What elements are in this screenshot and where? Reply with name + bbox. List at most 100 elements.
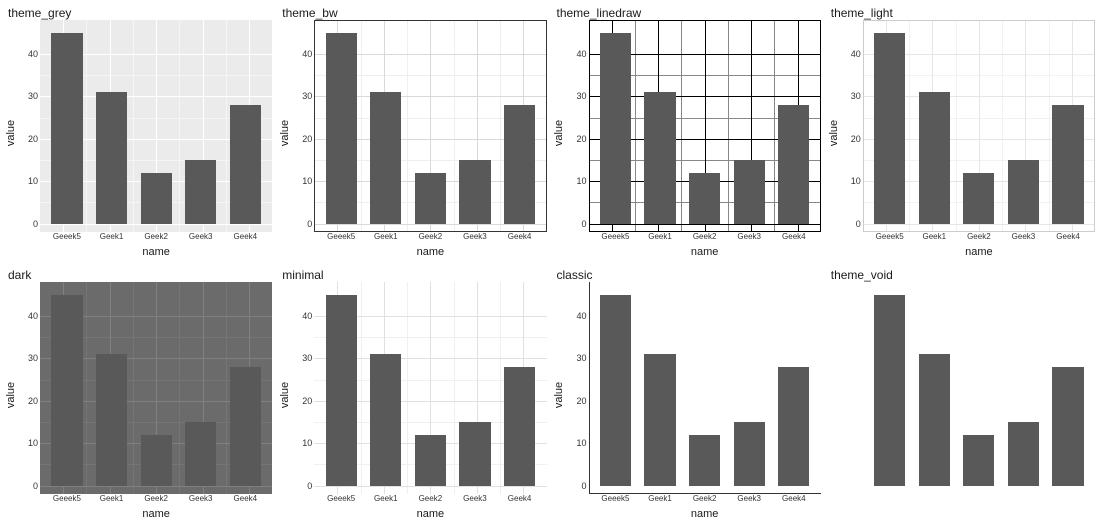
panel-area xyxy=(314,20,546,232)
ylabel-col: value xyxy=(4,282,18,508)
ytick: 20 xyxy=(576,396,586,406)
xtick: Geek1 xyxy=(94,232,130,246)
bar xyxy=(874,295,905,486)
ylabel-col: value xyxy=(4,20,18,246)
panel-title: classic xyxy=(553,266,821,282)
ytick: 20 xyxy=(28,396,38,406)
ytick: 30 xyxy=(28,353,38,363)
bar xyxy=(963,173,994,224)
facet-grid: theme_greyvalue010203040Geeek5Geek1Geek2… xyxy=(4,4,1095,522)
plot-wrap: value010203040Geeek5Geek1Geek2Geek3Geek4 xyxy=(827,20,1095,246)
bar xyxy=(734,160,765,224)
ytick: 0 xyxy=(33,481,38,491)
panel-1: theme_bwvalue010203040Geeek5Geek1Geek2Ge… xyxy=(278,4,546,260)
xtick: Geeek5 xyxy=(323,232,359,246)
bar xyxy=(600,33,631,224)
xtick-row: Geeek5Geek1Geek2Geek3Geek4 xyxy=(863,232,1095,246)
bar xyxy=(141,173,172,224)
ytick: 20 xyxy=(851,134,861,144)
bars xyxy=(314,282,546,486)
x-axis-label: name xyxy=(4,508,272,522)
xtick: Geek3 xyxy=(1006,232,1042,246)
xtick: Geek2 xyxy=(413,494,449,508)
panel-0: theme_greyvalue010203040Geeek5Geek1Geek2… xyxy=(4,4,272,260)
bar xyxy=(644,354,675,485)
panel-title: minimal xyxy=(278,266,546,282)
xtick: Geeek5 xyxy=(323,494,359,508)
xtick-row: Geeek5Geek1Geek2Geek3Geek4 xyxy=(314,494,546,508)
panel-col: Geeek5Geek1Geek2Geek3Geek4 xyxy=(40,20,272,246)
bar xyxy=(141,435,172,486)
panel-col: Geeek5Geek1Geek2Geek3Geek4 xyxy=(863,20,1095,246)
plot-wrap xyxy=(827,282,1095,508)
panel-col: Geeek5Geek1Geek2Geek3Geek4 xyxy=(314,282,546,508)
axis-line-left xyxy=(589,282,590,494)
bar xyxy=(96,92,127,223)
ytick-col: 010203040 xyxy=(18,20,40,246)
bar xyxy=(326,33,357,224)
xtick: Geek1 xyxy=(642,232,678,246)
bar xyxy=(96,354,127,485)
bar xyxy=(51,295,82,486)
ytick: 0 xyxy=(581,481,586,491)
xtick: Geek3 xyxy=(457,494,493,508)
xtick: Geek4 xyxy=(1050,232,1086,246)
panel-3: theme_lightvalue010203040Geeek5Geek1Geek… xyxy=(827,4,1095,260)
ytick: 30 xyxy=(28,91,38,101)
xtick: Geek3 xyxy=(183,232,219,246)
ytick: 30 xyxy=(302,91,312,101)
ytick: 30 xyxy=(302,353,312,363)
xtick: Geek4 xyxy=(502,232,538,246)
bars xyxy=(589,20,821,224)
xtick: Geeek5 xyxy=(49,232,85,246)
ytick-col: 010203040 xyxy=(841,20,863,246)
panel-col: Geeek5Geek1Geek2Geek3Geek4 xyxy=(40,282,272,508)
plot-wrap: value010203040Geeek5Geek1Geek2Geek3Geek4 xyxy=(553,20,821,246)
ytick: 10 xyxy=(576,176,586,186)
bar xyxy=(734,422,765,486)
ytick-col: 010203040 xyxy=(18,282,40,508)
axis-line-bottom xyxy=(589,493,821,494)
xtick: Geeek5 xyxy=(598,232,634,246)
ytick: 10 xyxy=(851,176,861,186)
bar xyxy=(230,367,261,486)
xtick: Geeek5 xyxy=(598,494,634,508)
xtick-row: Geeek5Geek1Geek2Geek3Geek4 xyxy=(40,494,272,508)
bar xyxy=(919,92,950,223)
panel-title: theme_bw xyxy=(278,4,546,20)
panel-area xyxy=(589,282,821,494)
bar xyxy=(689,173,720,224)
xtick: Geek2 xyxy=(687,232,723,246)
ytick: 40 xyxy=(302,49,312,59)
ytick-col: 010203040 xyxy=(292,282,314,508)
xtick: Geek4 xyxy=(776,494,812,508)
panel-5: minimalvalue010203040Geeek5Geek1Geek2Gee… xyxy=(278,266,546,522)
bar xyxy=(778,105,809,224)
bar xyxy=(689,435,720,486)
ytick: 20 xyxy=(28,134,38,144)
ytick: 40 xyxy=(302,311,312,321)
xtick: Geek4 xyxy=(227,494,263,508)
panel-4: darkvalue010203040Geeek5Geek1Geek2Geek3G… xyxy=(4,266,272,522)
xtick-row: Geeek5Geek1Geek2Geek3Geek4 xyxy=(589,232,821,246)
x-axis-label: name xyxy=(827,246,1095,260)
bar xyxy=(1008,160,1039,224)
ytick: 20 xyxy=(302,134,312,144)
panel-col xyxy=(863,282,1095,508)
panel-col: Geeek5Geek1Geek2Geek3Geek4 xyxy=(589,282,821,508)
plot-wrap: value010203040Geeek5Geek1Geek2Geek3Geek4 xyxy=(4,20,272,246)
panel-area xyxy=(863,282,1095,494)
ytick: 0 xyxy=(307,481,312,491)
xtick: Geek4 xyxy=(776,232,812,246)
xtick: Geek2 xyxy=(413,232,449,246)
x-axis-label: name xyxy=(278,246,546,260)
panel-title: theme_linedraw xyxy=(553,4,821,20)
xtick: Geek2 xyxy=(961,232,997,246)
plot-wrap: value010203040Geeek5Geek1Geek2Geek3Geek4 xyxy=(278,282,546,508)
ytick: 10 xyxy=(28,176,38,186)
xtick: Geek3 xyxy=(731,494,767,508)
xtick: Geeek5 xyxy=(49,494,85,508)
panel-title: theme_grey xyxy=(4,4,272,20)
ylabel-col: value xyxy=(827,20,841,246)
ytick-col xyxy=(841,282,863,508)
